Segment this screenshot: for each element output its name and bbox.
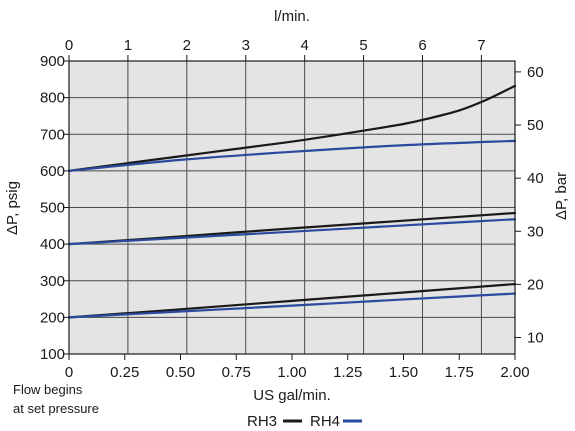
top-tick-label: 4 (300, 37, 308, 54)
top-tick-label: 7 (477, 37, 485, 54)
left-tick-label: 900 (40, 53, 65, 70)
top-tick-label: 6 (418, 37, 426, 54)
left-tick-label: 700 (40, 126, 65, 143)
legend: RH3 RH4 (247, 413, 362, 430)
bottom-tick-label: 1.75 (445, 364, 474, 381)
series-line-rh4-200 (67, 292, 517, 319)
right-axis-title: ΔP, bar (553, 172, 570, 220)
top-tick-label: 2 (183, 37, 191, 54)
top-tick-label: 3 (242, 37, 250, 54)
left-tick-label: 500 (40, 200, 65, 217)
left-tick-label: 200 (40, 309, 65, 326)
bottom-tick-label: 1.00 (277, 364, 306, 381)
left-tick-label: 100 (40, 346, 65, 363)
legend-label-rh3: RH3 (247, 413, 277, 430)
top-tick-label: 0 (65, 37, 73, 54)
bottom-tick-label: 0.75 (222, 364, 251, 381)
left-tick-label: 600 (40, 163, 65, 180)
right-tick-label: 10 (527, 330, 544, 347)
series-line-rh4-600 (67, 139, 517, 172)
flow-note-line-2: at set pressure (13, 401, 99, 416)
bottom-tick-label: 1.25 (333, 364, 362, 381)
top-tick-label: 5 (359, 37, 367, 54)
axis-ticks: 0 0.25 0.50 0.75 1.00 1.25 1.50 1.75 2.00 0 1 2 3 4 5 6… (40, 37, 544, 381)
left-tick-label: 800 (40, 90, 65, 107)
left-tick-label: 300 (40, 273, 65, 290)
right-tick-label: 40 (527, 170, 544, 187)
top-tick-label: 1 (124, 37, 132, 54)
top-axis-title: l/min. (274, 8, 310, 25)
left-axis-title: ΔP, psig (4, 181, 21, 235)
right-tick-label: 50 (527, 117, 544, 134)
bottom-tick-label: 0.25 (110, 364, 139, 381)
series-line-rh3-200 (67, 282, 517, 319)
bottom-tick-label: 0.50 (166, 364, 195, 381)
right-tick-label: 60 (527, 64, 544, 81)
series-line-rh4-400 (67, 218, 517, 246)
bottom-tick-label: 2.00 (500, 364, 529, 381)
legend-label-rh4: RH4 (310, 413, 340, 430)
right-tick-label: 30 (527, 223, 544, 240)
series-lines (67, 84, 517, 319)
bottom-axis-title: US gal/min. (253, 387, 331, 404)
bottom-tick-label: 0 (65, 364, 73, 381)
right-tick-label: 20 (527, 276, 544, 293)
bottom-tick-label: 1.50 (389, 364, 418, 381)
series-line-rh3-600 (67, 84, 517, 172)
left-tick-label: 400 (40, 236, 65, 253)
flow-note-line-1: Flow begins (13, 382, 83, 397)
